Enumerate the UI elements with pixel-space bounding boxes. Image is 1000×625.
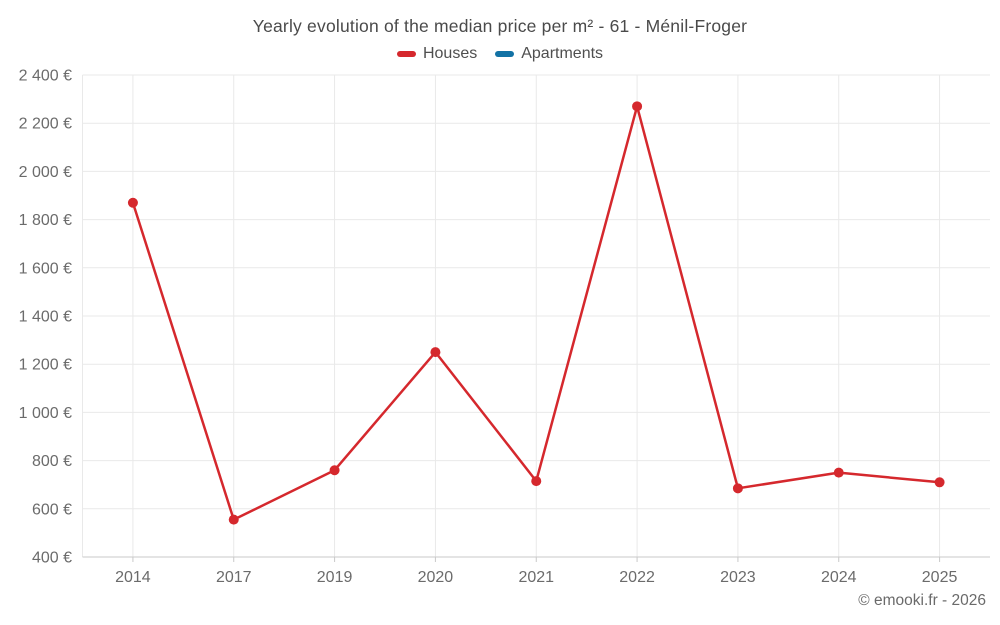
y-tick-label: 400 € xyxy=(32,550,72,567)
legend-item-apartments[interactable]: Apartments xyxy=(495,45,603,63)
y-tick-label: 1 800 € xyxy=(19,212,72,229)
y-tick-label: 1 600 € xyxy=(19,260,72,277)
y-axis-labels: 400 € 600 € 800 € 1 000 € 1 200 € 1 400 € 1 60… xyxy=(19,68,72,567)
data-point-houses-2025 xyxy=(934,477,945,488)
x-tick-label: 2019 xyxy=(317,569,353,586)
x-axis-labels: 2014 2017 2019 2020 2021 2022 2023 2024 2025 xyxy=(115,569,957,586)
x-axis-ticks xyxy=(132,557,941,562)
copyright-note: © emooki.fr - 2026 xyxy=(858,592,986,609)
data-point-houses-2022 xyxy=(632,101,643,112)
houses-series-swatch-icon xyxy=(396,51,416,57)
data-point-houses-2017 xyxy=(228,514,239,525)
x-tick-label: 2024 xyxy=(821,569,857,586)
x-tick-label: 2025 xyxy=(922,569,958,586)
y-tick-label: 800 € xyxy=(32,453,72,470)
y-tick-label: 2 400 € xyxy=(19,68,72,85)
chart-title: Yearly evolution of the median price per… xyxy=(252,16,748,36)
x-tick-label: 2020 xyxy=(418,569,454,586)
houses-legend-label: Houses xyxy=(422,45,478,62)
x-tick-label: 2014 xyxy=(115,569,151,586)
y-tick-label: 2 200 € xyxy=(19,116,72,133)
y-tick-label: 1 000 € xyxy=(19,405,72,422)
data-point-houses-2020 xyxy=(430,347,441,358)
y-tick-label: 1 400 € xyxy=(19,309,72,326)
series-houses xyxy=(127,101,945,525)
legend-item-houses[interactable]: Houses xyxy=(396,45,478,63)
x-gridlines xyxy=(132,75,941,557)
apartments-legend-label: Apartments xyxy=(521,45,604,62)
x-tick-label: 2023 xyxy=(720,569,756,586)
y-tick-label: 1 200 € xyxy=(19,357,72,374)
data-point-houses-2021 xyxy=(531,476,542,487)
data-point-houses-2014 xyxy=(127,197,138,208)
data-point-houses-2024 xyxy=(833,467,844,478)
x-tick-label: 2017 xyxy=(216,569,252,586)
x-tick-label: 2022 xyxy=(619,569,655,586)
chart-legend: Houses Apartments xyxy=(0,45,1000,63)
data-point-houses-2019 xyxy=(329,465,340,476)
x-tick-label: 2021 xyxy=(518,569,554,586)
y-tick-label: 600 € xyxy=(32,501,72,518)
apartments-series-swatch-icon xyxy=(495,51,515,57)
data-point-houses-2023 xyxy=(732,483,743,494)
y-tick-label: 2 000 € xyxy=(19,164,72,181)
